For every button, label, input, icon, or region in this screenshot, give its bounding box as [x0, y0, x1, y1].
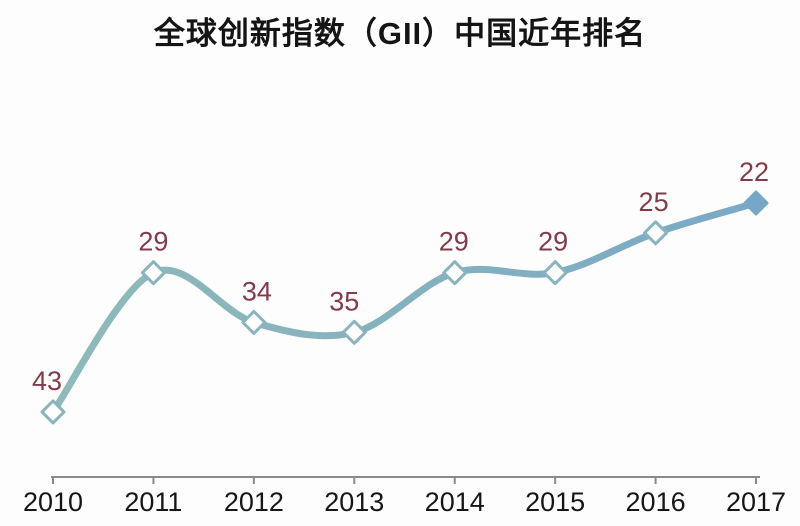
x-axis-year-label: 2011 — [124, 487, 182, 517]
data-point-marker-filled — [743, 190, 769, 216]
data-point-label: 29 — [538, 227, 568, 257]
x-axis-year-label: 2013 — [324, 487, 384, 517]
data-point-label: 29 — [439, 227, 469, 257]
data-point-marker — [542, 260, 568, 286]
chart-title: 全球创新指数（GII）中国近年排名 — [153, 16, 647, 51]
data-point-label: 43 — [32, 366, 62, 396]
x-axis-year-label: 2012 — [224, 487, 284, 517]
data-points: 43 29 34 35 29 29 25 22 — [32, 157, 769, 425]
data-point-marker — [442, 260, 468, 286]
data-point-marker — [241, 309, 267, 335]
data-point-marker — [40, 399, 66, 425]
data-point-marker — [140, 260, 166, 286]
x-axis-year-label: 2015 — [525, 487, 585, 517]
x-axis-year-label: 2016 — [626, 487, 686, 517]
data-point-label: 34 — [242, 276, 272, 306]
data-point-label: 29 — [138, 227, 168, 257]
x-axis-year-label: 2014 — [425, 487, 485, 517]
x-axis-year-label: 2017 — [726, 487, 786, 517]
data-point-label: 35 — [329, 286, 359, 316]
data-point-label: 25 — [639, 187, 669, 217]
data-point-marker — [341, 319, 367, 345]
data-point-label: 22 — [739, 157, 769, 187]
x-axis-year-label: 2010 — [23, 487, 83, 517]
x-axis: 2010 2011 2012 2013 2014 2015 2016 2017 — [23, 476, 786, 517]
data-point-marker — [643, 220, 669, 246]
